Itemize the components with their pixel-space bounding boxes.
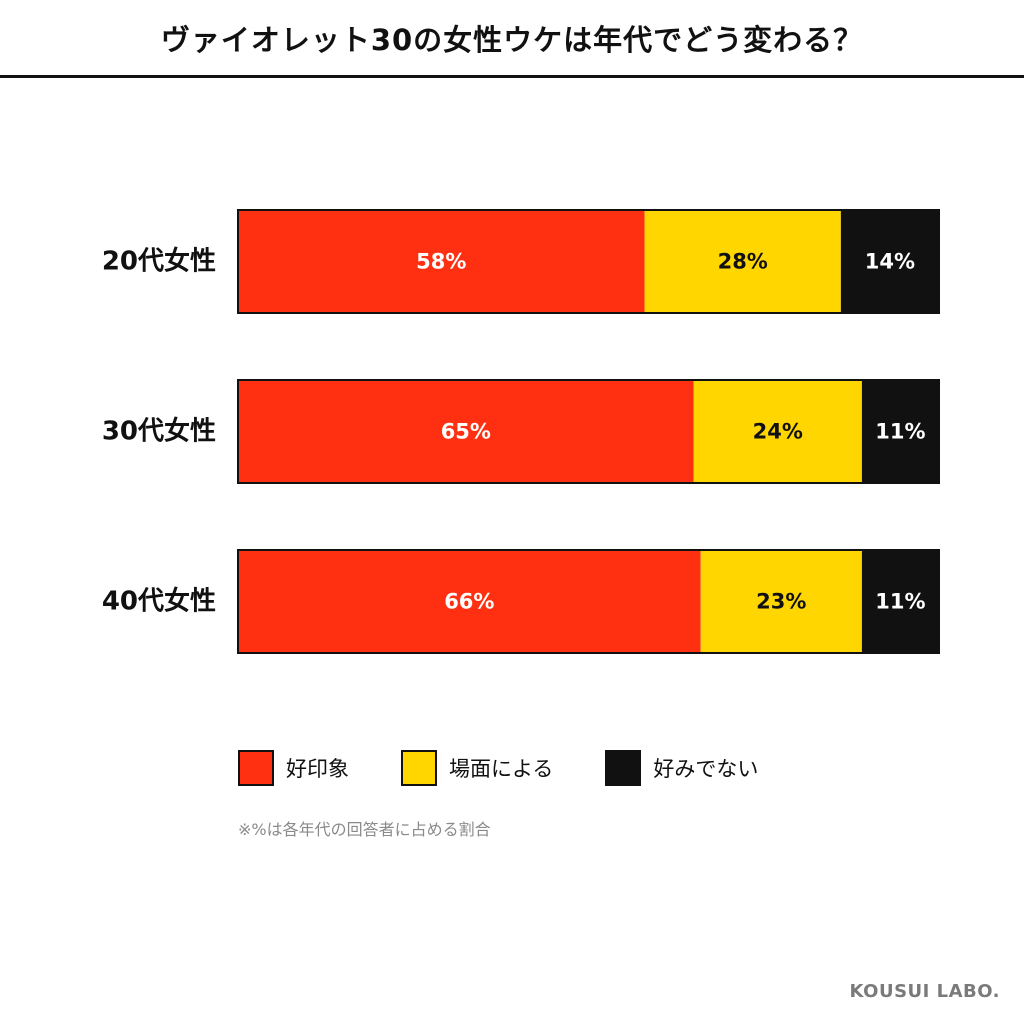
category-label-2: 40代女性 <box>102 586 216 617</box>
bar-outline-0 <box>237 209 940 314</box>
legend-label-1: 場面による <box>449 757 554 781</box>
legend-swatch-1 <box>401 750 437 786</box>
bar-segment-0-0 <box>238 210 645 313</box>
data-label-2-2: 11% <box>875 590 925 614</box>
legend-label-2: 好みでない <box>653 757 759 781</box>
bar-segment-1-0 <box>238 380 694 483</box>
legend: 好印象 場面による 好みでない <box>238 750 810 786</box>
bar-segment-2-0 <box>238 550 701 653</box>
data-label-1-1: 24% <box>753 420 803 444</box>
bar-segment-1-2 <box>861 380 939 483</box>
data-label-0-2: 14% <box>865 250 915 274</box>
bar-outline-2 <box>237 549 940 654</box>
bar-segment-1-1 <box>693 380 862 483</box>
footnote: ※%は各年代の回答者に占める割合 <box>238 820 491 839</box>
bar-segment-0-2 <box>840 210 939 313</box>
legend-swatch-2 <box>605 750 642 786</box>
data-label-0-0: 58% <box>416 250 466 274</box>
category-label-0: 20代女性 <box>102 246 216 277</box>
data-label-2-1: 23% <box>756 590 806 614</box>
header-bar: ヴァイオレット30の女性ウケは年代でどう変わる？ <box>0 0 1024 78</box>
bar-segment-0-1 <box>644 210 841 313</box>
bar-outline-1 <box>237 379 940 484</box>
data-label-1-2: 11% <box>875 420 925 444</box>
legend-item-0: 好印象 <box>238 750 349 786</box>
data-label-0-1: 28% <box>718 250 768 274</box>
legend-swatch-0 <box>238 750 274 786</box>
data-label-1-0: 65% <box>441 420 491 444</box>
legend-item-2: 好みでない <box>605 750 758 786</box>
legend-label-0: 好印象 <box>286 757 349 781</box>
legend-item-1: 場面による <box>401 750 553 786</box>
bar-segment-2-1 <box>700 550 862 653</box>
bar-segment-2-2 <box>861 550 939 653</box>
data-label-2-0: 66% <box>444 590 494 614</box>
brand-logo-text: KOUSUI LABO. <box>849 981 1000 1002</box>
category-label-1: 30代女性 <box>102 416 216 447</box>
page-title: ヴァイオレット30の女性ウケは年代でどう変わる？ <box>160 22 864 57</box>
